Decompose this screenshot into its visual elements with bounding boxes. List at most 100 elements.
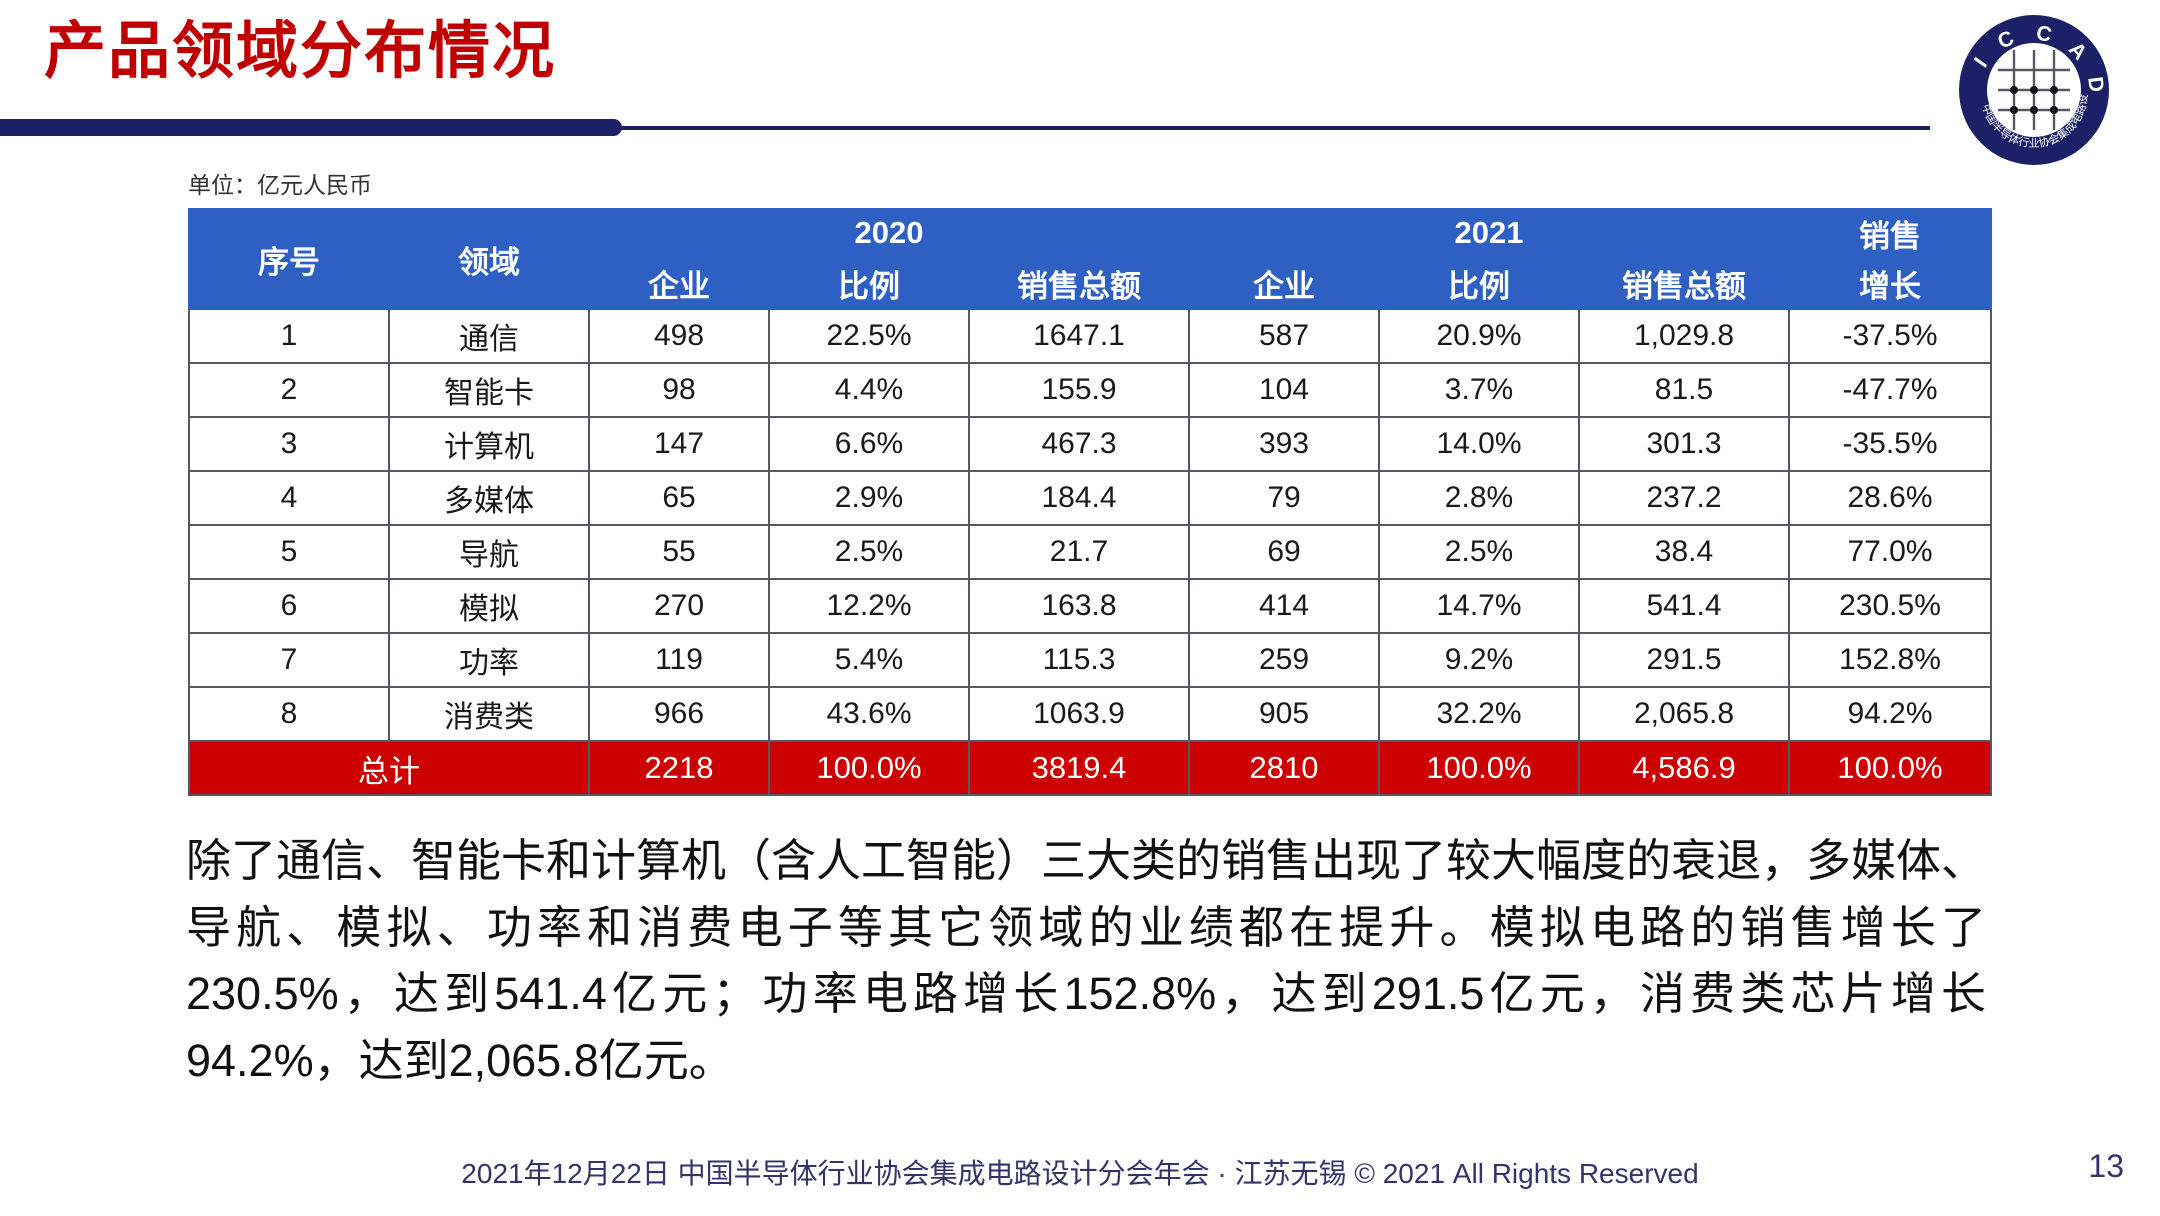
cell-seq: 2: [188, 362, 390, 418]
cell-2021-ratio: 14.0%: [1378, 416, 1580, 472]
cell-field: 计算机: [388, 416, 590, 472]
cell-2020-ratio: 43.6%: [768, 686, 970, 742]
cell-2021-ratio: 2.8%: [1378, 470, 1580, 526]
cell-2021-enterprise: 259: [1188, 632, 1380, 688]
cell-growth: -37.5%: [1788, 308, 1992, 364]
cell-2020-sales: 163.8: [968, 578, 1190, 634]
cell-2021-ratio: 20.9%: [1378, 308, 1580, 364]
cell-seq: 6: [188, 578, 390, 634]
cell-total-2021-enterprise: 2810: [1188, 740, 1380, 796]
col-header-2020-enterprise: 企业: [588, 256, 770, 310]
col-header-growth-line2: 增长: [1788, 256, 1992, 310]
cell-total-2021-sales: 4,586.9: [1578, 740, 1790, 796]
cell-2021-ratio: 9.2%: [1378, 632, 1580, 688]
iccad-logo-icon: I C C A D 中国半导体行业协会集成电路设计分会: [1953, 4, 2109, 165]
cell-growth: -47.7%: [1788, 362, 1992, 418]
col-group-header-2021: 2021: [1188, 208, 1790, 258]
cell-2021-sales: 301.3: [1578, 416, 1790, 472]
cell-2021-sales: 2,065.8: [1578, 686, 1790, 742]
cell-total-2020-enterprise: 2218: [588, 740, 770, 796]
cell-2021-ratio: 3.7%: [1378, 362, 1580, 418]
cell-seq: 7: [188, 632, 390, 688]
cell-2021-sales: 81.5: [1578, 362, 1790, 418]
cell-2021-enterprise: 69: [1188, 524, 1380, 580]
cell-growth: 230.5%: [1788, 578, 1992, 634]
cell-2021-enterprise: 104: [1188, 362, 1380, 418]
col-header-2021-ratio: 比例: [1378, 256, 1580, 310]
table-row: 5 导航 55 2.5% 21.7 69 2.5% 38.4 77.0%: [188, 524, 1992, 580]
cell-growth: 94.2%: [1788, 686, 1992, 742]
table-header-row-1: 序号 领域 2020 2021 销售: [188, 208, 1992, 310]
col-header-field: 领域: [388, 208, 590, 310]
table-row: 7 功率 119 5.4% 115.3 259 9.2% 291.5 152.8%: [188, 632, 1992, 688]
unit-caption: 单位：亿元人民币: [188, 172, 372, 198]
col-header-2020-sales: 销售总额: [968, 256, 1190, 310]
cell-2020-enterprise: 147: [588, 416, 770, 472]
cell-total-2020-sales: 3819.4: [968, 740, 1190, 796]
cell-2020-enterprise: 55: [588, 524, 770, 580]
cell-2020-ratio: 5.4%: [768, 632, 970, 688]
col-header-2021-sales: 销售总额: [1578, 256, 1790, 310]
cell-field: 消费类: [388, 686, 590, 742]
cell-total-2020-ratio: 100.0%: [768, 740, 970, 796]
cell-2021-enterprise: 79: [1188, 470, 1380, 526]
cell-total-growth: 100.0%: [1788, 740, 1992, 796]
cell-2021-sales: 237.2: [1578, 470, 1790, 526]
cell-2020-sales: 21.7: [968, 524, 1190, 580]
cell-2021-ratio: 2.5%: [1378, 524, 1580, 580]
cell-2020-sales: 115.3: [968, 632, 1190, 688]
cell-field: 多媒体: [388, 470, 590, 526]
cell-2021-sales: 541.4: [1578, 578, 1790, 634]
table-row: 1 通信 498 22.5% 1647.1 587 20.9% 1,029.8 -37.5%: [188, 308, 1992, 364]
cell-growth: 77.0%: [1788, 524, 1992, 580]
title-divider-bar: [0, 119, 622, 136]
col-header-2021-enterprise: 企业: [1188, 256, 1380, 310]
cell-2020-enterprise: 98: [588, 362, 770, 418]
cell-2021-sales: 291.5: [1578, 632, 1790, 688]
page-number: 13: [2088, 1148, 2124, 1184]
col-group-header-2020: 2020: [588, 208, 1190, 258]
table-row: 4 多媒体 65 2.9% 184.4 79 2.8% 237.2 28.6%: [188, 470, 1992, 526]
col-header-growth-line1: 销售: [1788, 208, 1992, 258]
cell-2021-sales: 1,029.8: [1578, 308, 1790, 364]
cell-2021-ratio: 14.7%: [1378, 578, 1580, 634]
cell-2020-sales: 155.9: [968, 362, 1190, 418]
cell-total-2021-ratio: 100.0%: [1378, 740, 1580, 796]
table-row: 2 智能卡 98 4.4% 155.9 104 3.7% 81.5 -47.7%: [188, 362, 1992, 418]
table-row: 6 模拟 270 12.2% 163.8 414 14.7% 541.4 230.5%: [188, 578, 1992, 634]
table-total-row: 总计 2218 100.0% 3819.4 2810 100.0% 4,586.9 100.0…: [188, 740, 1992, 796]
cell-2020-enterprise: 270: [588, 578, 770, 634]
table-header-row-2: 企业 比例 销售总额 企业 比例 销售总额 增长: [189, 256, 1992, 310]
cell-2021-enterprise: 393: [1188, 416, 1380, 472]
cell-2021-enterprise: 905: [1188, 686, 1380, 742]
cell-2020-enterprise: 966: [588, 686, 770, 742]
cell-seq: 3: [188, 416, 390, 472]
cell-2020-enterprise: 498: [588, 308, 770, 364]
cell-seq: 8: [188, 686, 390, 742]
cell-field: 功率: [388, 632, 590, 688]
title-divider-line: [620, 126, 1930, 130]
table-header: 序号 领域 2020 2021 销售 企业 比例 销售总额 企业 比例 销售总额…: [188, 208, 1992, 310]
page-title: 产品领域分布情况: [44, 17, 557, 86]
cell-2020-sales: 467.3: [968, 416, 1190, 472]
cell-2020-sales: 1647.1: [968, 308, 1190, 364]
cell-seq: 1: [188, 308, 390, 364]
cell-seq: 4: [188, 470, 390, 526]
cell-seq: 5: [188, 524, 390, 580]
table-row: 3 计算机 147 6.6% 467.3 393 14.0% 301.3 -35.5%: [188, 416, 1992, 472]
cell-2021-ratio: 32.2%: [1378, 686, 1580, 742]
table-row: 8 消费类 966 43.6% 1063.9 905 32.2% 2,065.8 94.2%: [188, 686, 1992, 742]
cell-2020-enterprise: 65: [588, 470, 770, 526]
body-paragraph: 除了通信、智能卡和计算机（含人工智能）三大类的销售出现了较大幅度的衰退，多媒体、…: [186, 835, 1987, 1086]
product-field-distribution-table: 序号 领域 2020 2021 销售 企业 比例 销售总额 企业 比例 销售总额…: [188, 208, 1992, 796]
cell-2020-ratio: 12.2%: [768, 578, 970, 634]
iccad-logo: I C C A D 中国半导体行业协会集成电路设计分会: [1953, 4, 2110, 166]
cell-2021-enterprise: 414: [1188, 578, 1380, 634]
cell-growth: -35.5%: [1788, 416, 1992, 472]
cell-2020-ratio: 22.5%: [768, 308, 970, 364]
col-header-2020-ratio: 比例: [768, 256, 970, 310]
cell-total-label: 总计: [188, 740, 590, 796]
col-header-seq: 序号: [188, 208, 390, 310]
footer-text: 2021年12月22日 中国半导体行业协会集成电路设计分会年会 · 江苏无锡 ©…: [461, 1158, 1699, 1189]
cell-2020-sales: 1063.9: [968, 686, 1190, 742]
